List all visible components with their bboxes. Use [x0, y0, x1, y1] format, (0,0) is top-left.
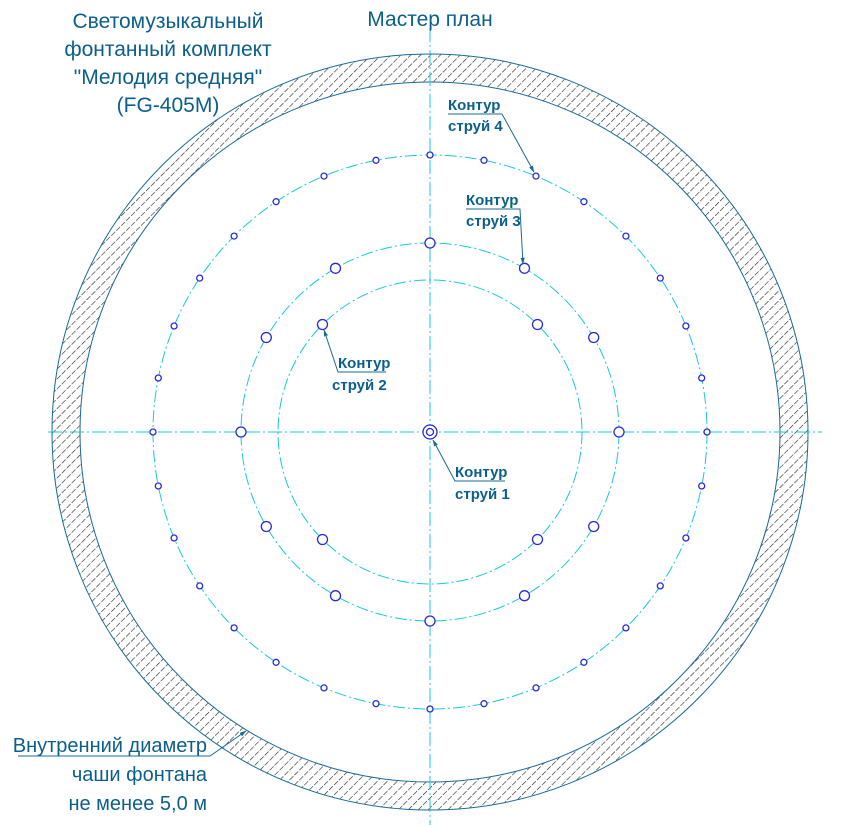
- contour-4-nozzle: [154, 482, 162, 490]
- bowl-note-line1: Внутренний диаметр: [13, 735, 207, 757]
- bowl-note-line2: чаши фонтана: [72, 764, 208, 786]
- contour-4-nozzle: [196, 582, 204, 590]
- contour-3-nozzle: [588, 520, 600, 533]
- contour-3-nozzle: [424, 615, 436, 627]
- contour-4-nozzle: [196, 274, 204, 282]
- contour-4-nozzle: [170, 322, 178, 330]
- contour-1-label-line2: струй 1: [455, 486, 510, 503]
- contour-4-nozzle: [698, 374, 706, 382]
- contour-3-nozzle: [329, 590, 342, 602]
- bowl-note-line3: не менее 5,0 м: [68, 793, 207, 815]
- contour-4-nozzle: [272, 658, 280, 666]
- contour-1-label-line1: Контур: [455, 464, 507, 481]
- bowl-diameter-note: Внутренний диаметр чаши фонтана не менее…: [13, 730, 247, 815]
- contour-4-nozzle: [372, 156, 380, 164]
- contour-4-nozzle: [480, 700, 488, 708]
- contour-2-circle: [277, 279, 583, 585]
- contour-3-callout: Контур струй 3: [466, 192, 525, 265]
- contour-3-nozzle: [518, 590, 531, 602]
- contour-4-nozzle: [272, 198, 280, 206]
- plan-title: Мастер план: [367, 8, 492, 31]
- contour-2-callout: Контур струй 2: [323, 329, 390, 394]
- contour-4-label-line2: струй 4: [448, 118, 503, 135]
- nozzles-group: [149, 151, 711, 713]
- contour-2-nozzle: [316, 318, 329, 331]
- contour-4-nozzle: [532, 684, 540, 692]
- contour-3-nozzle: [613, 426, 625, 438]
- contour-3-nozzle: [260, 520, 272, 533]
- contour-4-nozzle: [426, 151, 434, 159]
- contour-4-nozzle: [580, 658, 588, 666]
- contour-4-nozzle: [682, 322, 690, 330]
- contour-2-nozzle: [531, 533, 544, 546]
- contour-3-label-line1: Контур: [466, 192, 518, 209]
- contour-1-nozzle-inner: [425, 427, 435, 437]
- contour-4-nozzle: [698, 482, 706, 490]
- title-line-1: Светомузыкальный: [73, 10, 264, 33]
- contour-4-nozzle: [622, 624, 630, 632]
- contour-2-nozzle: [531, 318, 544, 331]
- contour-4-callout: Контур струй 4: [448, 97, 535, 173]
- contour-4-nozzle: [682, 534, 690, 542]
- contour-3-nozzle: [329, 262, 342, 274]
- project-title: Светомузыкальный фонтанный комплект "Мел…: [64, 10, 272, 117]
- title-line-4: (FG-405M): [117, 94, 220, 117]
- contour-2-label-line2: струй 2: [332, 377, 387, 394]
- contour-4-nozzle: [580, 198, 588, 206]
- contour-1-callout: Контур струй 1: [432, 439, 510, 503]
- contour-4-nozzle: [230, 232, 238, 240]
- contour-4-nozzle: [372, 700, 380, 708]
- contour-4-nozzle: [320, 172, 328, 180]
- contour-3-nozzle: [424, 237, 436, 249]
- contour-4-nozzle: [656, 582, 664, 590]
- contour-4-nozzle: [480, 156, 488, 164]
- contour-3-nozzle: [518, 262, 531, 274]
- title-line-2: фонтанный комплект: [64, 38, 272, 61]
- title-line-3: "Мелодия средняя": [74, 66, 263, 89]
- contour-4-nozzle: [149, 428, 157, 436]
- contour-4-nozzle: [703, 428, 711, 436]
- contour-4-nozzle: [426, 705, 434, 713]
- contour-4-nozzle: [230, 624, 238, 632]
- contour-3-nozzle: [588, 331, 600, 344]
- contour-4-nozzle: [320, 684, 328, 692]
- contour-4-nozzle: [656, 274, 664, 282]
- contour-2-nozzle: [316, 533, 329, 546]
- contour-3-nozzle: [235, 426, 247, 438]
- contour-3-nozzle: [260, 331, 272, 344]
- contour-2-label-line1: Контур: [338, 355, 390, 372]
- contour-4-nozzle: [170, 534, 178, 542]
- contour-3-label-line2: струй 3: [466, 213, 521, 230]
- contour-4-label-line1: Контур: [448, 97, 500, 114]
- contour-4-nozzle: [154, 374, 162, 382]
- contour-4-nozzle: [622, 232, 630, 240]
- contour-4-nozzle: [532, 172, 540, 180]
